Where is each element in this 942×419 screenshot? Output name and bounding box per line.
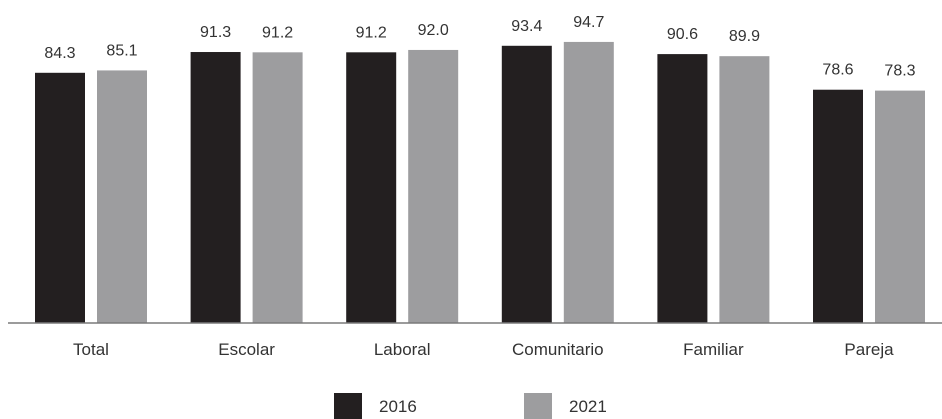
bar-comunitario-2021 — [563, 41, 614, 324]
value-label-comunitario-2016: 93.4 — [511, 18, 542, 35]
value-label-familiar-2021: 89.9 — [729, 28, 760, 45]
bar-pareja-2021 — [875, 90, 925, 324]
bar-laboral-2021 — [408, 49, 459, 323]
category-label-familiar: Familiar — [683, 340, 744, 359]
category-label-laboral: Laboral — [374, 340, 431, 359]
category-label-escolar: Escolar — [218, 340, 275, 359]
value-label-familiar-2016: 90.6 — [667, 26, 698, 43]
bar-escolar-2021 — [252, 52, 303, 324]
category-labels-layer: Total Escolar Laboral Comunitario Familiar Pa… — [73, 340, 894, 359]
bar-comunitario-2016 — [501, 45, 552, 324]
bar-total-2016 — [35, 72, 85, 323]
value-label-pareja-2021: 78.3 — [884, 63, 915, 80]
category-label-comunitario: Comunitario — [512, 340, 604, 359]
value-label-escolar-2016: 91.3 — [200, 24, 231, 41]
bar-laboral-2016 — [346, 52, 397, 324]
legend-label-2016: 2016 — [379, 397, 417, 416]
value-labels-layer: 84.3 85.1 91.3 91.2 91.2 92.0 93.4 94.7 90.6 89.9… — [44, 14, 915, 80]
legend-swatch-2016 — [334, 393, 362, 419]
bar-escolar-2016 — [190, 52, 241, 323]
value-label-laboral-2016: 91.2 — [356, 24, 387, 41]
legend-label-2021: 2021 — [569, 397, 607, 416]
value-label-pareja-2016: 78.6 — [822, 62, 853, 79]
value-label-comunitario-2021: 94.7 — [573, 14, 604, 31]
value-label-laboral-2021: 92.0 — [418, 22, 449, 39]
value-label-total-2016: 84.3 — [44, 45, 75, 62]
legend: 2016 2021 — [334, 393, 607, 419]
bar-familiar-2021 — [719, 56, 770, 324]
value-label-total-2021: 85.1 — [106, 42, 137, 59]
legend-swatch-2021 — [524, 393, 552, 419]
bar-familiar-2016 — [657, 54, 708, 323]
category-label-total: Total — [73, 340, 109, 359]
bars-layer — [35, 41, 925, 324]
bar-total-2021 — [97, 70, 147, 323]
category-label-pareja: Pareja — [844, 340, 894, 359]
bar-pareja-2016 — [813, 89, 863, 323]
value-label-escolar-2021: 91.2 — [262, 24, 293, 41]
